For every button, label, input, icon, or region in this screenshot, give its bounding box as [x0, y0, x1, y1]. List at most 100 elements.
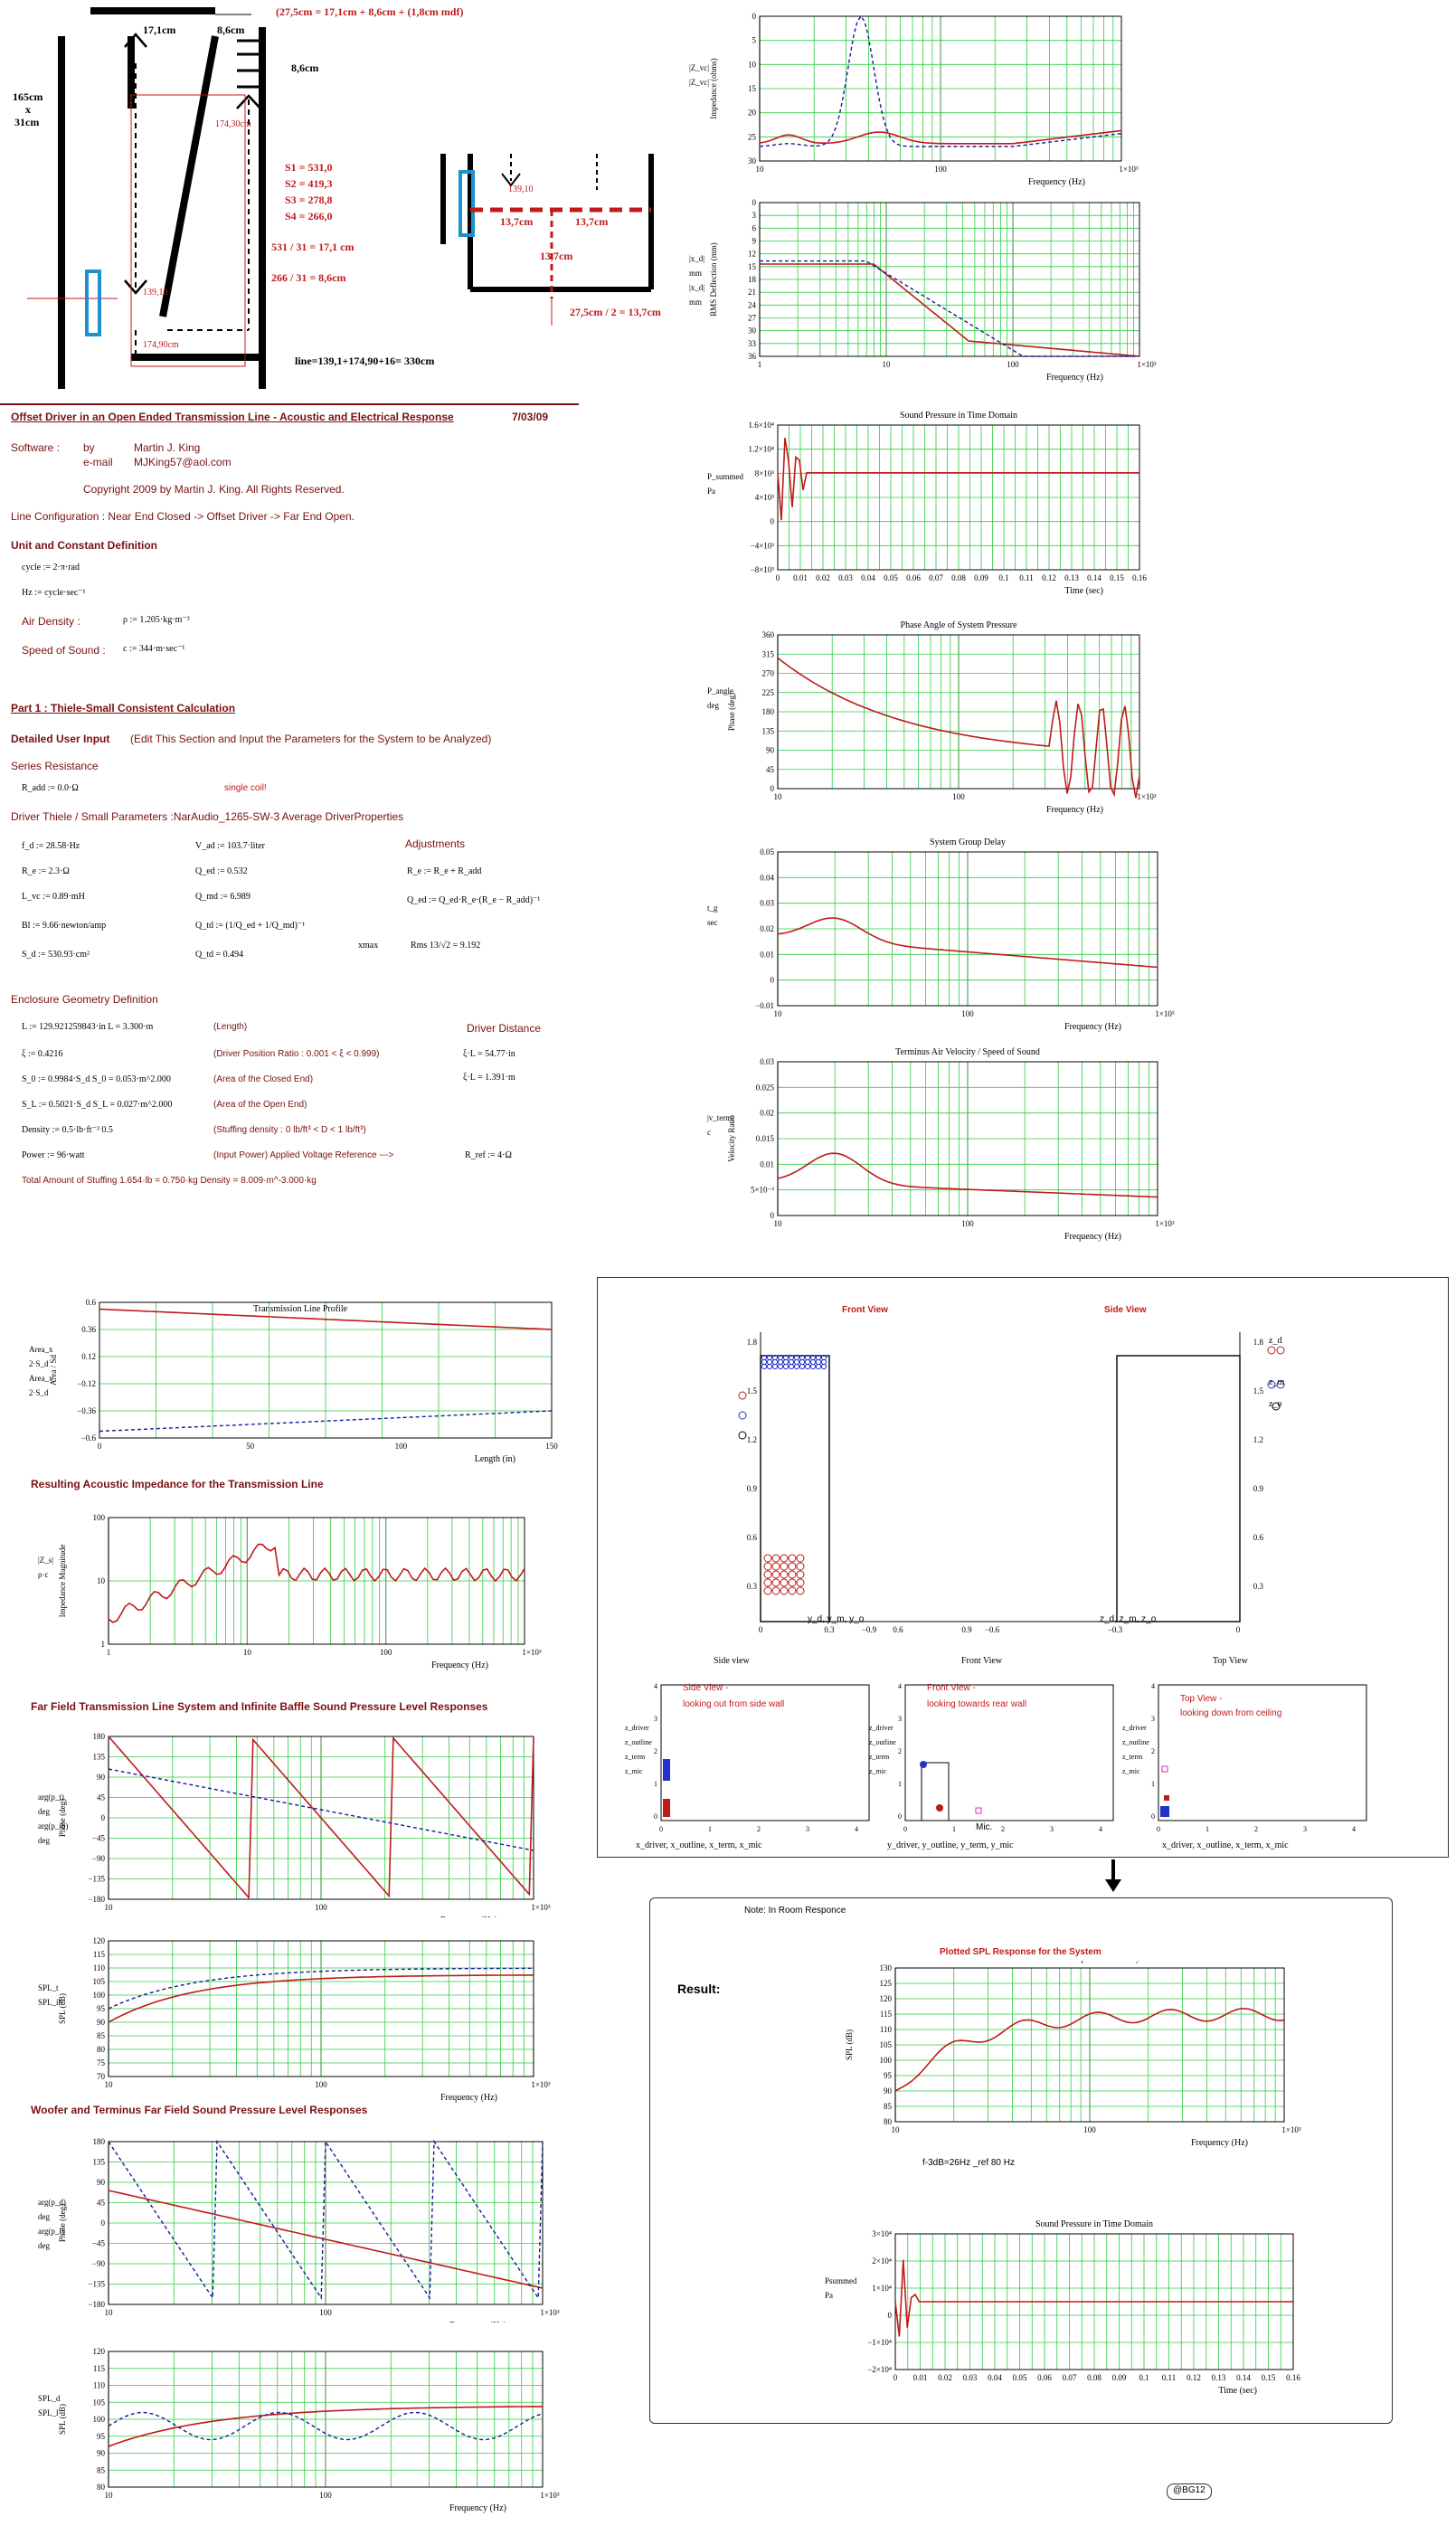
tl-profile-title: Transmission Line Profile [253, 1304, 348, 1314]
sl-def: S_L := 0.5021·S_d S_L = 0.027·m^2.000 [22, 1100, 173, 1110]
x-tick-label: 100 [319, 2308, 332, 2317]
x-axis-label: Frequency (Hz) [1028, 177, 1085, 187]
front-legend-mic: z_mic [869, 1767, 887, 1775]
front-small-xlabel: y_driver, y_outline, y_term, y_mic [887, 1840, 1014, 1850]
y-tick-label: 0.015 [756, 1134, 775, 1143]
legend-label: deg [707, 701, 719, 710]
email-link[interactable]: MJKing57@aol.com [134, 456, 232, 468]
side-legend-driver: z_driver [625, 1724, 649, 1732]
y-tick-label: 90 [884, 2086, 893, 2096]
fv-driver-dot [763, 1554, 772, 1563]
top-note-2: looking down from ceiling [1180, 1708, 1282, 1718]
fv-driver-dot [780, 1554, 789, 1563]
legend-label: 2·S_d [29, 1359, 49, 1368]
fv-mouth-dot [788, 1363, 795, 1370]
phase-angle-chart: 360 315 270 225 180 135 90 45 010 100 1×10³ Phase A… [707, 620, 1157, 815]
y-tick-label: 45 [97, 1793, 106, 1802]
series-line-secondary [108, 1768, 534, 1851]
x-tick-label: 1×10³ [540, 2491, 560, 2500]
y-tick-label: −180 [88, 2300, 105, 2309]
width-label-1: 17,1cm [143, 24, 176, 36]
side-small-title: Side view [714, 1656, 750, 1666]
y-tick-label: 0.04 [760, 873, 774, 882]
y-tick-label: 5 [752, 36, 757, 45]
y-tick-label: 90 [97, 1773, 106, 1782]
x-tick-label: 0.09 [974, 573, 988, 582]
doc-title: Offset Driver in an Open Ended Transmiss… [11, 411, 454, 423]
legend-label: t_g [707, 903, 718, 913]
x-axis-label: Length (in) [475, 1454, 515, 1464]
x-tick-label: 10 [105, 2491, 114, 2500]
front-small-x-tick: 3 [1050, 1825, 1054, 1833]
top-small-x-tick: 4 [1352, 1825, 1356, 1833]
x-tick-label: 0.13 [1064, 573, 1079, 582]
series-line-secondary [108, 2139, 544, 2301]
series-line-primary [759, 129, 1122, 145]
chart-grid [894, 1967, 1284, 2123]
sv-x-tick: 0 [1236, 1625, 1241, 1634]
y-tick-label: 18 [748, 275, 757, 284]
sound-def: c := 344·m·sec⁻¹ [123, 644, 185, 654]
fv-mouth-dot [820, 1363, 827, 1370]
x-tick-label: 1×10³ [1137, 792, 1157, 801]
y-tick-label: 0 [771, 976, 775, 985]
legend-label: Area_x [29, 1374, 53, 1383]
y-axis-label: Phase (deg) [727, 693, 736, 731]
fv-mouth-dot [820, 1358, 827, 1366]
y-tick-label: 85 [97, 2465, 106, 2474]
y-tick-label: 4×10³ [755, 493, 775, 502]
chart-grid [777, 424, 1140, 571]
y-tick-label: −2×10⁴ [867, 2365, 892, 2374]
series-group [108, 1543, 525, 1623]
y-tick-label: 30 [748, 326, 757, 336]
chart-grid [108, 1517, 525, 1645]
y-tick-label: 315 [762, 649, 775, 658]
series-line-primary [777, 917, 1158, 969]
y-tick-label: 15 [748, 84, 757, 93]
y-tick-label: 0.02 [760, 924, 774, 933]
chart-grid [777, 1061, 1158, 1216]
y-tick-label: 100 [93, 2415, 106, 2424]
x-tick-label: 0.01 [913, 2373, 928, 2382]
series-line-secondary [108, 1967, 534, 2010]
legend-label: Pa [707, 487, 715, 496]
side-legend-mic: z_mic [625, 1767, 643, 1775]
front-outline-marker [921, 1762, 950, 1821]
y-tick-label: −0.01 [755, 1001, 774, 1010]
series-line-secondary [108, 2411, 544, 2441]
series-group [108, 1736, 534, 1900]
chart-frame [777, 424, 1140, 571]
series-line-primary [108, 2190, 544, 2289]
sv-y-tick: 1.5 [1253, 1386, 1264, 1395]
y-tick-label: 130 [880, 1963, 893, 1973]
y-tick-label: 120 [880, 1994, 893, 2003]
y-tick-label: 110 [880, 2025, 893, 2034]
y-tick-label: 0 [771, 517, 775, 526]
side-view-xlabel: z_d, z_m, z_o [1100, 1614, 1157, 1624]
y-tick-label: 180 [762, 707, 775, 716]
y-tick-label: −45 [92, 1834, 106, 1843]
x-axis-label: Time (sec) [1064, 586, 1103, 596]
y-tick-label: 105 [93, 2398, 106, 2407]
x-tick-label: 0.12 [1187, 2373, 1201, 2382]
fv-driver-dot [788, 1570, 797, 1579]
title-rule [0, 403, 579, 405]
y-tick-label: 80 [97, 2045, 106, 2054]
y-tick-label: 0 [101, 2219, 106, 2228]
sv-zd-label: z_d [1269, 1336, 1282, 1346]
y-tick-label: 0 [771, 1211, 775, 1220]
x-axis-label: Time (sec) [1218, 2386, 1257, 2396]
result-label: Result: [677, 1982, 721, 1996]
acoustic-impedance-chart: 100 10 11 10 100 1×10³ Frequency (Hz) Impedance… [38, 1513, 542, 1670]
front-small-x-tick: 4 [1099, 1825, 1102, 1833]
x-tick-label: 0.08 [1087, 2373, 1101, 2382]
y-tick-label: 30 [748, 156, 757, 166]
top-small-y-tick: 2 [1151, 1747, 1155, 1755]
x-axis-label: Frequency (Hz) [1046, 805, 1103, 815]
legend-label: P_angle [707, 686, 733, 695]
chart-frame [99, 1301, 553, 1439]
chart-title: System Group Delay [930, 837, 1006, 847]
x-tick-label: 0.1 [998, 573, 1008, 582]
series-res-heading: Series Resistance [11, 760, 99, 772]
x-tick-label: 100 [1083, 2125, 1096, 2134]
